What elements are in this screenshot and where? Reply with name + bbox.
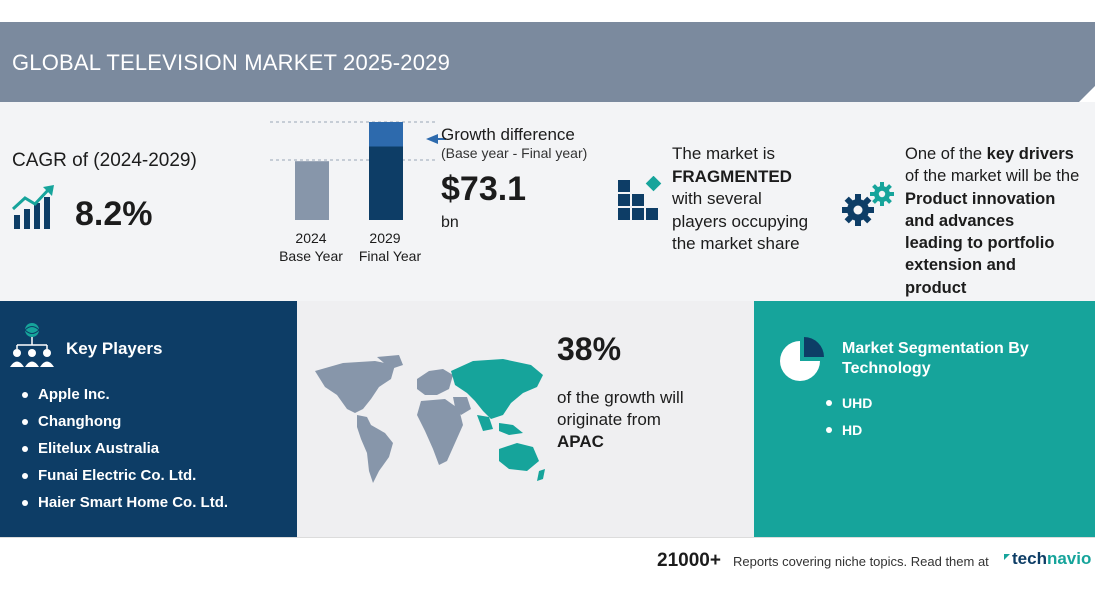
segmentation-list: UHD HD [824,395,872,449]
list-item: Apple Inc. [20,386,228,413]
key-players-title: Key Players [66,339,163,358]
logo-suffix: navio [1046,549,1092,568]
bar-base-year [295,161,329,220]
page-title: GLOBAL TELEVISION MARKET 2025-2029 [12,50,451,75]
region-name: APAC [557,432,604,451]
region-percent: 38% [557,331,622,367]
growth-difference-subtitle: (Base year - Final year) [441,145,588,161]
list-item: Elitelux Australia [20,440,228,467]
list-item: HD [824,422,872,449]
pie-chart-icon [780,337,824,381]
growth-chart-icon [11,185,54,229]
market-structure-text: The market is FRAGMENTED with several pl… [672,143,808,256]
footer-report-count: 21000+ [657,550,721,571]
logo-prefix: tech [1012,549,1047,568]
bar-base-label: Base Year [279,248,343,264]
market-line-4: players occupying [672,211,809,231]
key-players-list: Apple Inc. Changhong Elitelux Australia … [20,386,228,521]
cagr-value: 8.2% [75,195,153,233]
market-line-5: the market share [672,234,800,253]
bar-final-year-base [369,146,403,220]
technavio-logo[interactable]: technavio [1004,549,1091,569]
people-network-icon [10,323,54,367]
drivers-line-1-pre: One of the [905,145,987,163]
gears-icon [842,182,894,226]
bar-final-label: Final Year [358,248,422,264]
list-item: Changhong [20,413,228,440]
growth-arrow-head [426,134,438,144]
world-map-icon [315,355,545,483]
region-line-1: of the growth will [557,388,684,407]
growth-difference-unit: bn [441,214,459,231]
market-fragmented: FRAGMENTED [672,166,792,186]
drivers-line-7: product [905,278,967,297]
market-line-1: The market is [672,144,775,163]
region-panel: 38% of the growth will originate from AP… [297,301,754,537]
drivers-line-6: extension and [905,256,1016,275]
drivers-line-5: leading to portfolio [905,234,1055,253]
segmentation-panel: Market Segmentation By Technology UHD HD [754,301,1095,537]
list-item: Haier Smart Home Co. Ltd. [20,494,228,521]
drivers-line-2: of the market will be the [905,167,1080,186]
drivers-line-3: Product innovation [905,189,1056,208]
segmentation-title-line-2: Technology [842,360,931,377]
growth-difference-title: Growth difference [441,125,575,144]
header-banner [0,22,1095,102]
list-item: Funai Electric Co. Ltd. [20,467,228,494]
bar-base-year-label: 2024 [295,230,327,246]
drivers-key-drivers: key drivers [986,145,1074,163]
market-line-3: with several [672,189,762,208]
bar-final-year-label: 2029 [369,230,401,246]
list-item: UHD [824,395,872,422]
fragmented-blocks-icon [618,176,662,220]
bar-final-year-growth [369,122,403,147]
summary-band [0,102,1095,301]
segmentation-title-line-1: Market Segmentation By [842,340,1029,357]
segmentation-title: Market Segmentation By Technology [842,339,1029,379]
footer-text: Reports covering niche topics. Read them… [733,554,989,569]
header-corner [1079,86,1095,102]
key-drivers-text: One of the key drivers of the market wil… [905,143,1095,321]
drivers-line-4: and advances [905,211,1015,230]
key-players-panel: Key Players Apple Inc. Changhong Elitelu… [0,301,297,537]
footer-divider [0,537,1095,538]
cagr-label: CAGR of (2024-2029) [12,150,197,171]
growth-bars [270,121,446,220]
region-line-2: originate from [557,410,661,429]
logo-mark-icon [1004,554,1010,560]
growth-difference-value: $73.1 [441,170,527,208]
drivers-line-1: One of the key drivers [905,143,1095,165]
